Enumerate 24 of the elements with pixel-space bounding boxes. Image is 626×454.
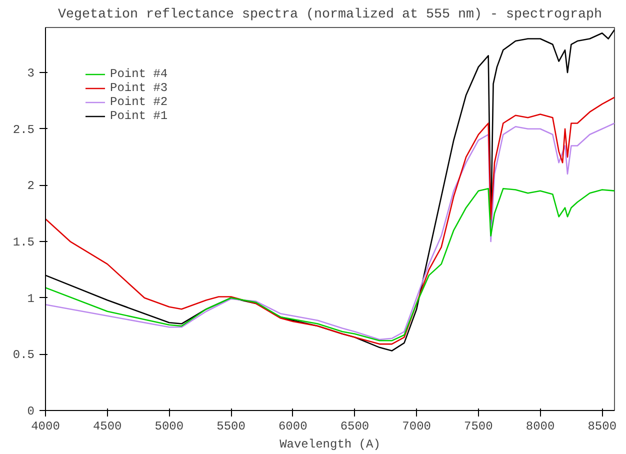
x-tick-label: 6500: [340, 420, 370, 434]
x-tick-label: 5000: [154, 420, 184, 434]
legend-label: Point #2: [110, 95, 168, 109]
legend-label: Point #1: [110, 109, 168, 123]
y-tick-label: 1: [27, 292, 34, 306]
x-tick-label: 6000: [278, 420, 308, 434]
y-tick-label: 2: [27, 179, 34, 194]
y-tick-label: 3: [27, 66, 34, 81]
x-tick-label: 4000: [31, 420, 60, 434]
x-tick-label: 7000: [402, 420, 431, 434]
y-tick-label: 0.5: [12, 348, 35, 362]
x-axis-title: Wavelength (A): [280, 438, 380, 452]
legend-label: Point #3: [110, 81, 168, 95]
line-series: [46, 188, 614, 342]
y-tick-label: 0: [27, 404, 34, 418]
x-tick-label: 4500: [92, 420, 122, 434]
y-tick-label: 2.5: [12, 122, 35, 137]
legend-label: Point #4: [110, 67, 168, 81]
chart-title: Vegetation reflectance spectra (normalized at 555 nm) - spectrograph: [58, 8, 602, 22]
y-tick-label: 1.5: [12, 236, 35, 250]
x-tick-label: 7500: [464, 420, 493, 434]
x-tick-label: 8500: [588, 420, 617, 434]
x-tick-label: 5500: [216, 420, 246, 434]
x-tick-label: 8000: [526, 420, 555, 434]
